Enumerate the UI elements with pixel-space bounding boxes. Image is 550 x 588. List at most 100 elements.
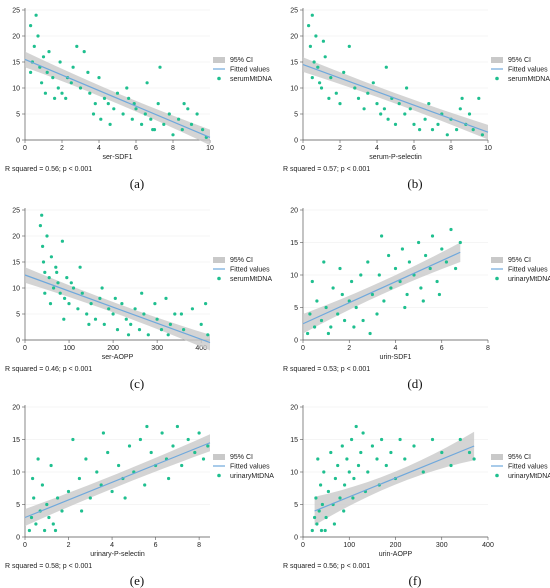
r-squared-annotation: R squared = 0.56; p < 0.001 (283, 563, 370, 570)
data-point (424, 253, 428, 258)
data-point (430, 128, 435, 132)
legend-point-swatch (217, 276, 221, 281)
data-point (398, 279, 402, 284)
data-point (377, 273, 381, 277)
data-point (113, 296, 117, 300)
r-squared-annotation: R squared = 0.53; p < 0.001 (283, 366, 370, 373)
data-point (412, 444, 416, 448)
data-point (333, 476, 337, 481)
data-point (412, 122, 416, 126)
data-point (85, 312, 89, 316)
data-point (52, 286, 56, 290)
x-tick-label: 400 (195, 345, 207, 352)
r-squared-annotation: R squared = 0.56; p < 0.001 (5, 166, 92, 173)
y-tick-label: 5 (16, 312, 20, 319)
data-point (430, 234, 435, 238)
y-tick-label: 5 (294, 305, 298, 312)
data-point (403, 457, 407, 461)
data-point (313, 515, 317, 520)
data-point (106, 450, 110, 455)
data-point (41, 244, 45, 248)
data-point (32, 44, 36, 49)
data-point (342, 70, 346, 74)
data-point (329, 450, 333, 455)
panel-tag: (c) (130, 376, 144, 391)
legend-ci-label: 95% CI (508, 57, 531, 64)
data-point (419, 286, 423, 290)
data-point (56, 496, 60, 500)
y-tick-label: 15 (290, 60, 298, 67)
data-point (149, 450, 153, 455)
data-point (435, 279, 439, 284)
legend-point-swatch (495, 473, 499, 478)
data-point (318, 81, 322, 85)
data-point (48, 302, 53, 306)
data-point (356, 463, 361, 468)
data-point (389, 286, 393, 290)
data-point (56, 86, 60, 90)
data-point (40, 213, 44, 217)
data-point (421, 299, 425, 303)
x-tick-label: 200 (390, 542, 402, 549)
legend-fit-label: Fitted values (508, 67, 548, 74)
data-point (316, 457, 320, 461)
x-tick-label: 8 (197, 542, 201, 549)
data-point (351, 496, 355, 500)
data-point (175, 424, 179, 429)
data-point (115, 91, 120, 95)
data-point (29, 24, 33, 28)
data-point (78, 86, 83, 90)
data-point (375, 457, 379, 461)
data-point (142, 312, 146, 316)
data-point (308, 44, 312, 49)
data-point (427, 102, 431, 106)
x-tick-label: 100 (63, 345, 75, 352)
x-tick-label: 0 (23, 145, 27, 152)
data-point (342, 509, 346, 513)
legend-fit-label: Fitted values (508, 464, 548, 471)
data-point (140, 291, 144, 295)
data-point (66, 489, 71, 494)
data-point (146, 333, 150, 337)
data-point (47, 515, 51, 520)
data-point (189, 122, 194, 126)
data-point (317, 509, 321, 513)
data-point (370, 292, 374, 297)
data-point (153, 302, 157, 306)
data-point (162, 122, 166, 126)
y-tick-label: 10 (12, 286, 20, 293)
data-point (393, 266, 398, 271)
data-point (88, 91, 92, 95)
data-point (327, 96, 331, 100)
data-point (102, 96, 107, 100)
legend-fit-label: Fitted values (508, 267, 548, 274)
panel-tag: (f) (409, 573, 422, 588)
r-squared-annotation: R squared = 0.58; p < 0.001 (5, 563, 92, 570)
data-point (140, 122, 144, 126)
data-point (477, 96, 481, 100)
data-point (49, 255, 54, 259)
x-tick-label: 0 (301, 345, 305, 352)
data-point (107, 307, 111, 311)
data-point (393, 122, 398, 126)
data-point (93, 317, 98, 321)
data-point (340, 292, 344, 297)
y-tick-label: 15 (12, 260, 20, 267)
legend-point-label: urinaryMtDNA (230, 473, 274, 480)
data-point (319, 528, 324, 533)
data-point (418, 128, 422, 132)
x-tick-label: 10 (206, 145, 214, 152)
x-axis-label: urin-AOPP (379, 551, 413, 558)
x-tick-label: 4 (394, 345, 398, 352)
data-point (121, 112, 125, 116)
data-point (49, 463, 53, 468)
chart-panel-4: 0 5 10 15 20 0 2 4 6 8 urin-SDF1 R squared = 0.53; … (283, 208, 550, 392)
data-point (458, 437, 462, 442)
data-point (123, 496, 127, 500)
data-point (110, 489, 114, 494)
data-point (322, 260, 326, 264)
legend-ci-label: 95% CI (230, 454, 253, 461)
chart-panel-3: 0 5 10 15 20 25 0 100 200 300 400 ser-AOPP R squared… (5, 208, 272, 392)
